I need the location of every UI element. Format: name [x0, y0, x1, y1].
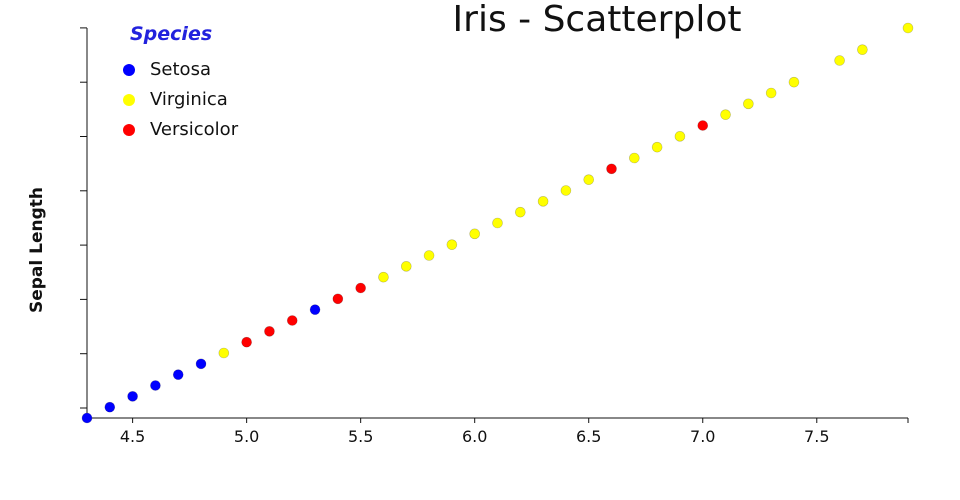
legend-label-versicolor: Versicolor — [150, 119, 239, 140]
data-point-versicolor — [264, 326, 275, 337]
data-point-virginica — [469, 228, 480, 240]
data-point-virginica — [378, 271, 389, 283]
data-point-versicolor — [241, 336, 252, 348]
data-point-virginica — [788, 76, 800, 88]
data-point-virginica — [446, 239, 458, 250]
data-point-setosa — [195, 358, 207, 370]
data-point-versicolor — [286, 315, 298, 326]
data-point-virginica — [857, 44, 868, 55]
data-points — [81, 22, 914, 424]
x-tick-label: 7.0 — [690, 427, 715, 446]
data-point-virginica — [834, 55, 845, 66]
legend-label-virginica: Virginica — [150, 89, 228, 110]
data-point-virginica — [423, 250, 435, 261]
data-point-virginica — [492, 217, 503, 229]
data-point-virginica — [400, 261, 412, 272]
data-point-setosa — [104, 401, 116, 413]
data-point-setosa — [127, 391, 138, 402]
data-point-virginica — [743, 98, 754, 110]
data-point-versicolor — [606, 163, 617, 175]
legend-marker-setosa — [123, 64, 135, 76]
x-tick-label: 7.5 — [804, 427, 829, 446]
x-tick-label: 6.5 — [576, 427, 601, 446]
legend-label-setosa: Setosa — [150, 59, 211, 80]
data-point-virginica — [720, 109, 731, 120]
x-ticks: 4.5 5.0 5.5 6.0 6.5 7.0 7.5 — [120, 418, 909, 446]
data-point-setosa — [309, 304, 321, 315]
chart-title: Iris - Scatterplot — [453, 0, 742, 40]
data-point-virginica — [218, 347, 230, 359]
legend-items: Setosa Virginica Versicolor — [123, 59, 239, 140]
data-point-virginica — [902, 22, 914, 34]
legend-marker-versicolor — [123, 124, 135, 136]
axes — [86, 28, 908, 419]
x-tick-label: 5.0 — [234, 427, 259, 446]
data-point-setosa — [150, 380, 161, 391]
data-point-versicolor — [697, 120, 709, 131]
y-ticks — [80, 27, 87, 409]
data-point-versicolor — [332, 293, 344, 305]
x-tick-label: 4.5 — [120, 427, 145, 446]
data-point-virginica — [651, 141, 663, 153]
legend: Species Setosa Virginica Versicolor — [123, 23, 239, 140]
x-tick-label: 5.5 — [348, 427, 373, 446]
x-tick-label: 6.0 — [462, 427, 487, 446]
legend-marker-virginica — [123, 94, 135, 106]
data-point-virginica — [515, 206, 526, 218]
data-point-setosa — [172, 369, 184, 380]
data-point-versicolor — [355, 282, 366, 294]
data-point-virginica — [583, 174, 595, 185]
data-point-virginica — [629, 152, 640, 164]
data-point-virginica — [674, 131, 686, 142]
legend-title: Species — [130, 23, 212, 45]
data-point-virginica — [537, 196, 549, 207]
y-axis-label: Sepal Length — [27, 187, 47, 313]
data-point-setosa — [81, 412, 93, 424]
data-point-virginica — [560, 185, 572, 196]
data-point-virginica — [765, 87, 777, 99]
